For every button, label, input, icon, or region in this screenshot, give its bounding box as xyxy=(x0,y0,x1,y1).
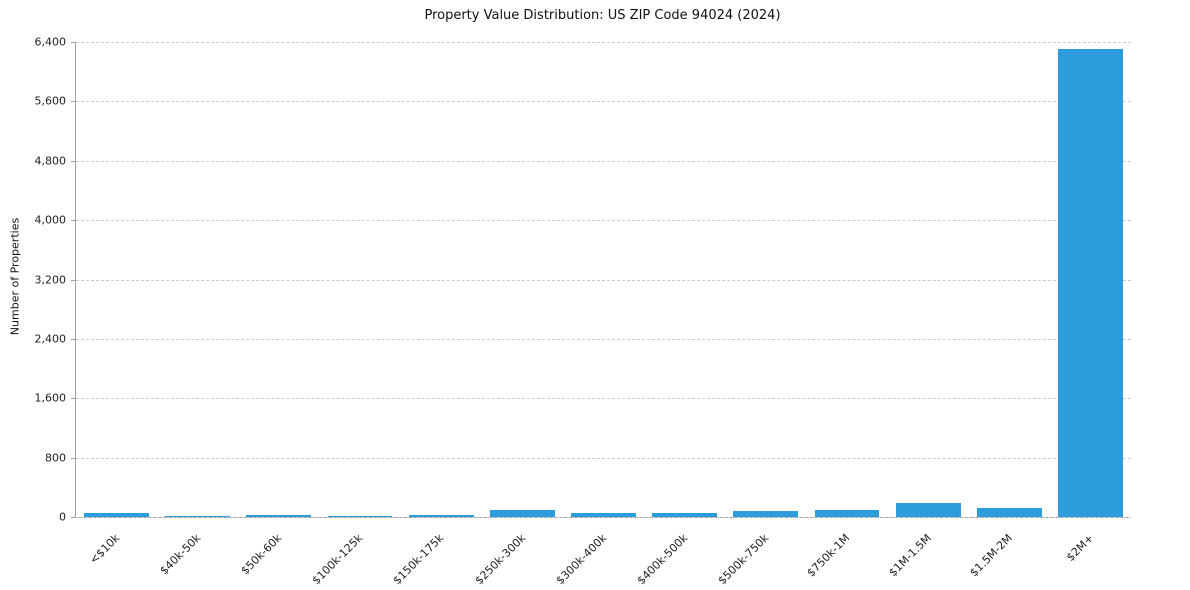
y-tick-mark xyxy=(71,220,76,222)
bar xyxy=(489,510,555,517)
bar xyxy=(976,508,1042,517)
bar xyxy=(733,511,799,517)
y-tick-mark xyxy=(71,279,76,281)
gridline xyxy=(76,338,1131,340)
y-tick-label: 1,600 xyxy=(34,391,67,405)
y-tick-label: 5,600 xyxy=(34,94,67,108)
gridline xyxy=(76,279,1131,281)
y-tick-mark xyxy=(71,457,76,459)
y-tick-label: 0 xyxy=(59,510,66,524)
y-tick-mark xyxy=(71,42,76,43)
gridline xyxy=(76,220,1131,222)
bar xyxy=(571,513,636,517)
bar xyxy=(895,502,961,517)
x-tick-label-text: $2M+ xyxy=(1063,531,1096,564)
y-tick-label: 4,000 xyxy=(34,213,67,227)
gridline xyxy=(76,517,1131,518)
y-tick-mark xyxy=(71,101,76,103)
bar xyxy=(246,515,312,517)
gridline xyxy=(76,101,1131,103)
gridline xyxy=(76,398,1131,400)
gridline xyxy=(76,160,1131,162)
y-tick-mark xyxy=(71,517,76,518)
y-tick-mark xyxy=(71,160,76,162)
y-tick-mark xyxy=(71,398,76,400)
y-tick-label: 4,800 xyxy=(34,154,67,168)
gridline xyxy=(76,42,1131,43)
y-tick-label: 3,200 xyxy=(34,273,67,286)
bar xyxy=(1057,49,1123,517)
gridline xyxy=(76,457,1131,459)
bar xyxy=(327,516,393,517)
bar xyxy=(84,512,150,517)
bar xyxy=(165,516,231,517)
y-tick-mark xyxy=(71,338,76,340)
chart-title: Property Value Distribution: US ZIP Code… xyxy=(424,8,781,23)
x-tick-label: $2M+ xyxy=(890,525,1096,564)
plot-area: 0 800 1,600 2,400 3,200 4,000 4,800 5,600 6,400 <… xyxy=(35,36,1131,587)
y-tick-label: 6,400 xyxy=(34,35,67,49)
y-tick-label: 800 xyxy=(45,451,66,465)
bar xyxy=(814,509,880,517)
bar xyxy=(408,515,474,517)
y-tick-label: 2,400 xyxy=(34,332,67,346)
bar xyxy=(652,512,718,517)
